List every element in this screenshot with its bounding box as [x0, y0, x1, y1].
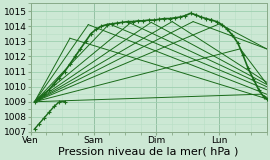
X-axis label: Pression niveau de la mer( hPa ): Pression niveau de la mer( hPa ) — [58, 147, 239, 156]
